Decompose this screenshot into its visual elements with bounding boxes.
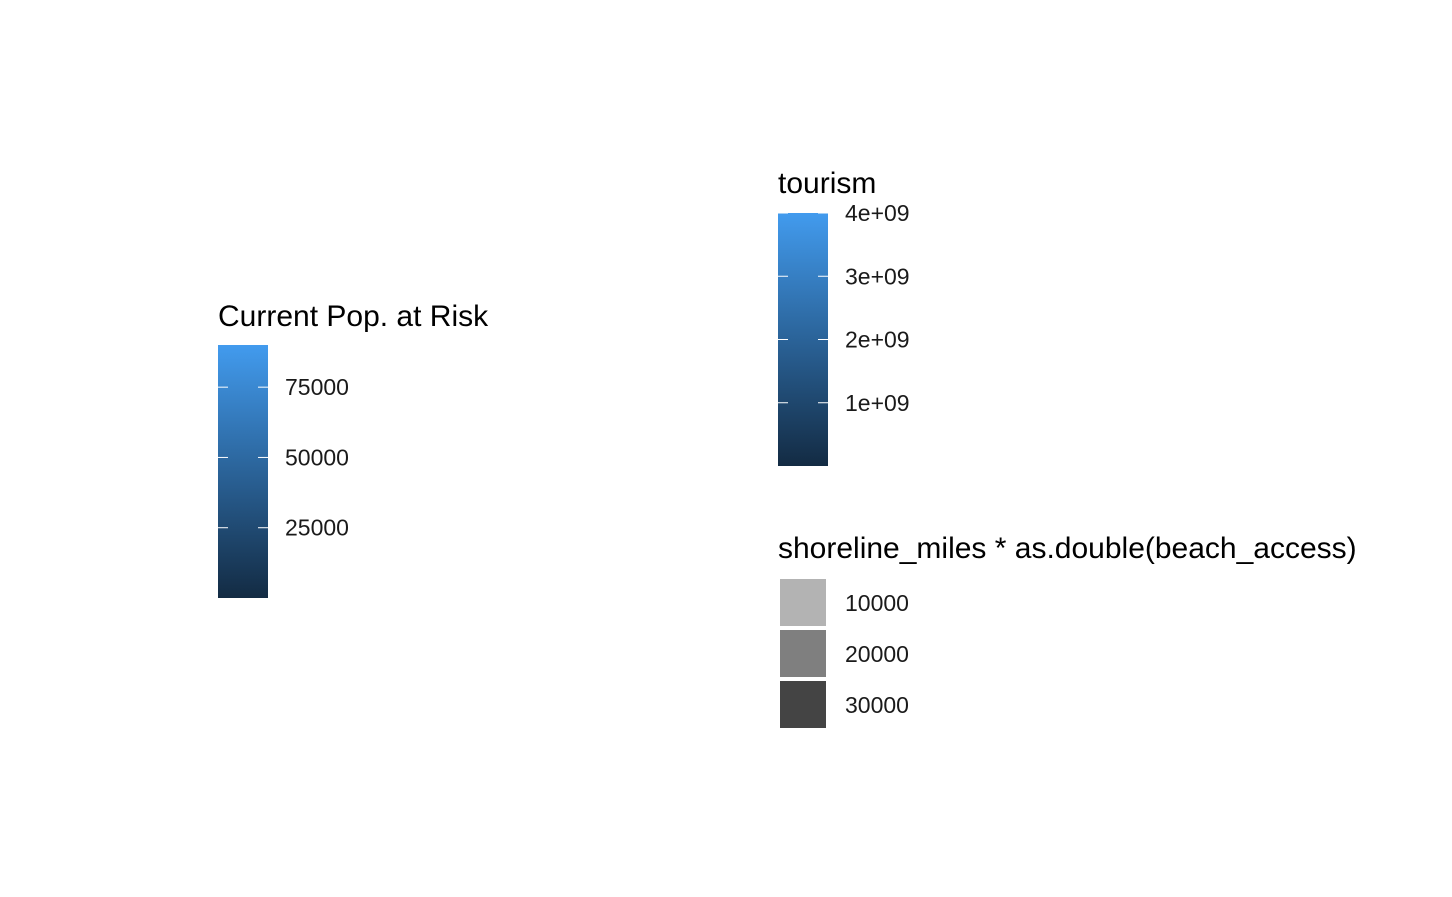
shoreline-key-swatch: [780, 681, 826, 728]
legend-shoreline-title: shoreline_miles * as.double(beach_access…: [778, 532, 1357, 565]
legend-pop-title: Current Pop. at Risk: [218, 300, 489, 333]
pop-tick-label: 50000: [285, 444, 349, 470]
pop-colorbar: [218, 345, 268, 598]
tourism-tick-label: 1e+09: [845, 390, 910, 416]
shoreline-key-label: 20000: [845, 641, 909, 667]
tourism-tick-label: 4e+09: [845, 200, 910, 226]
legend-tourism: tourism 4e+09 3e+09 2e+09 1e+09: [778, 167, 910, 466]
tourism-tick-label: 2e+09: [845, 327, 910, 353]
shoreline-key-label: 10000: [845, 590, 909, 616]
shoreline-key-swatch: [780, 579, 826, 626]
pop-tick-label: 75000: [285, 374, 349, 400]
pop-tick-label: 25000: [285, 515, 349, 541]
shoreline-keys: 10000 20000 30000: [780, 579, 909, 728]
legend-shoreline: shoreline_miles * as.double(beach_access…: [778, 532, 1357, 728]
shoreline-key-swatch: [780, 630, 826, 677]
shoreline-key-label: 30000: [845, 692, 909, 718]
tourism-tick-label: 3e+09: [845, 263, 910, 289]
tourism-ticks: 4e+09 3e+09 2e+09 1e+09: [778, 200, 910, 416]
legend-pop-at-risk: Current Pop. at Risk 75000 50000 25000: [218, 300, 489, 598]
pop-ticks: 75000 50000 25000: [218, 374, 349, 541]
legend-tourism-title: tourism: [778, 167, 876, 200]
